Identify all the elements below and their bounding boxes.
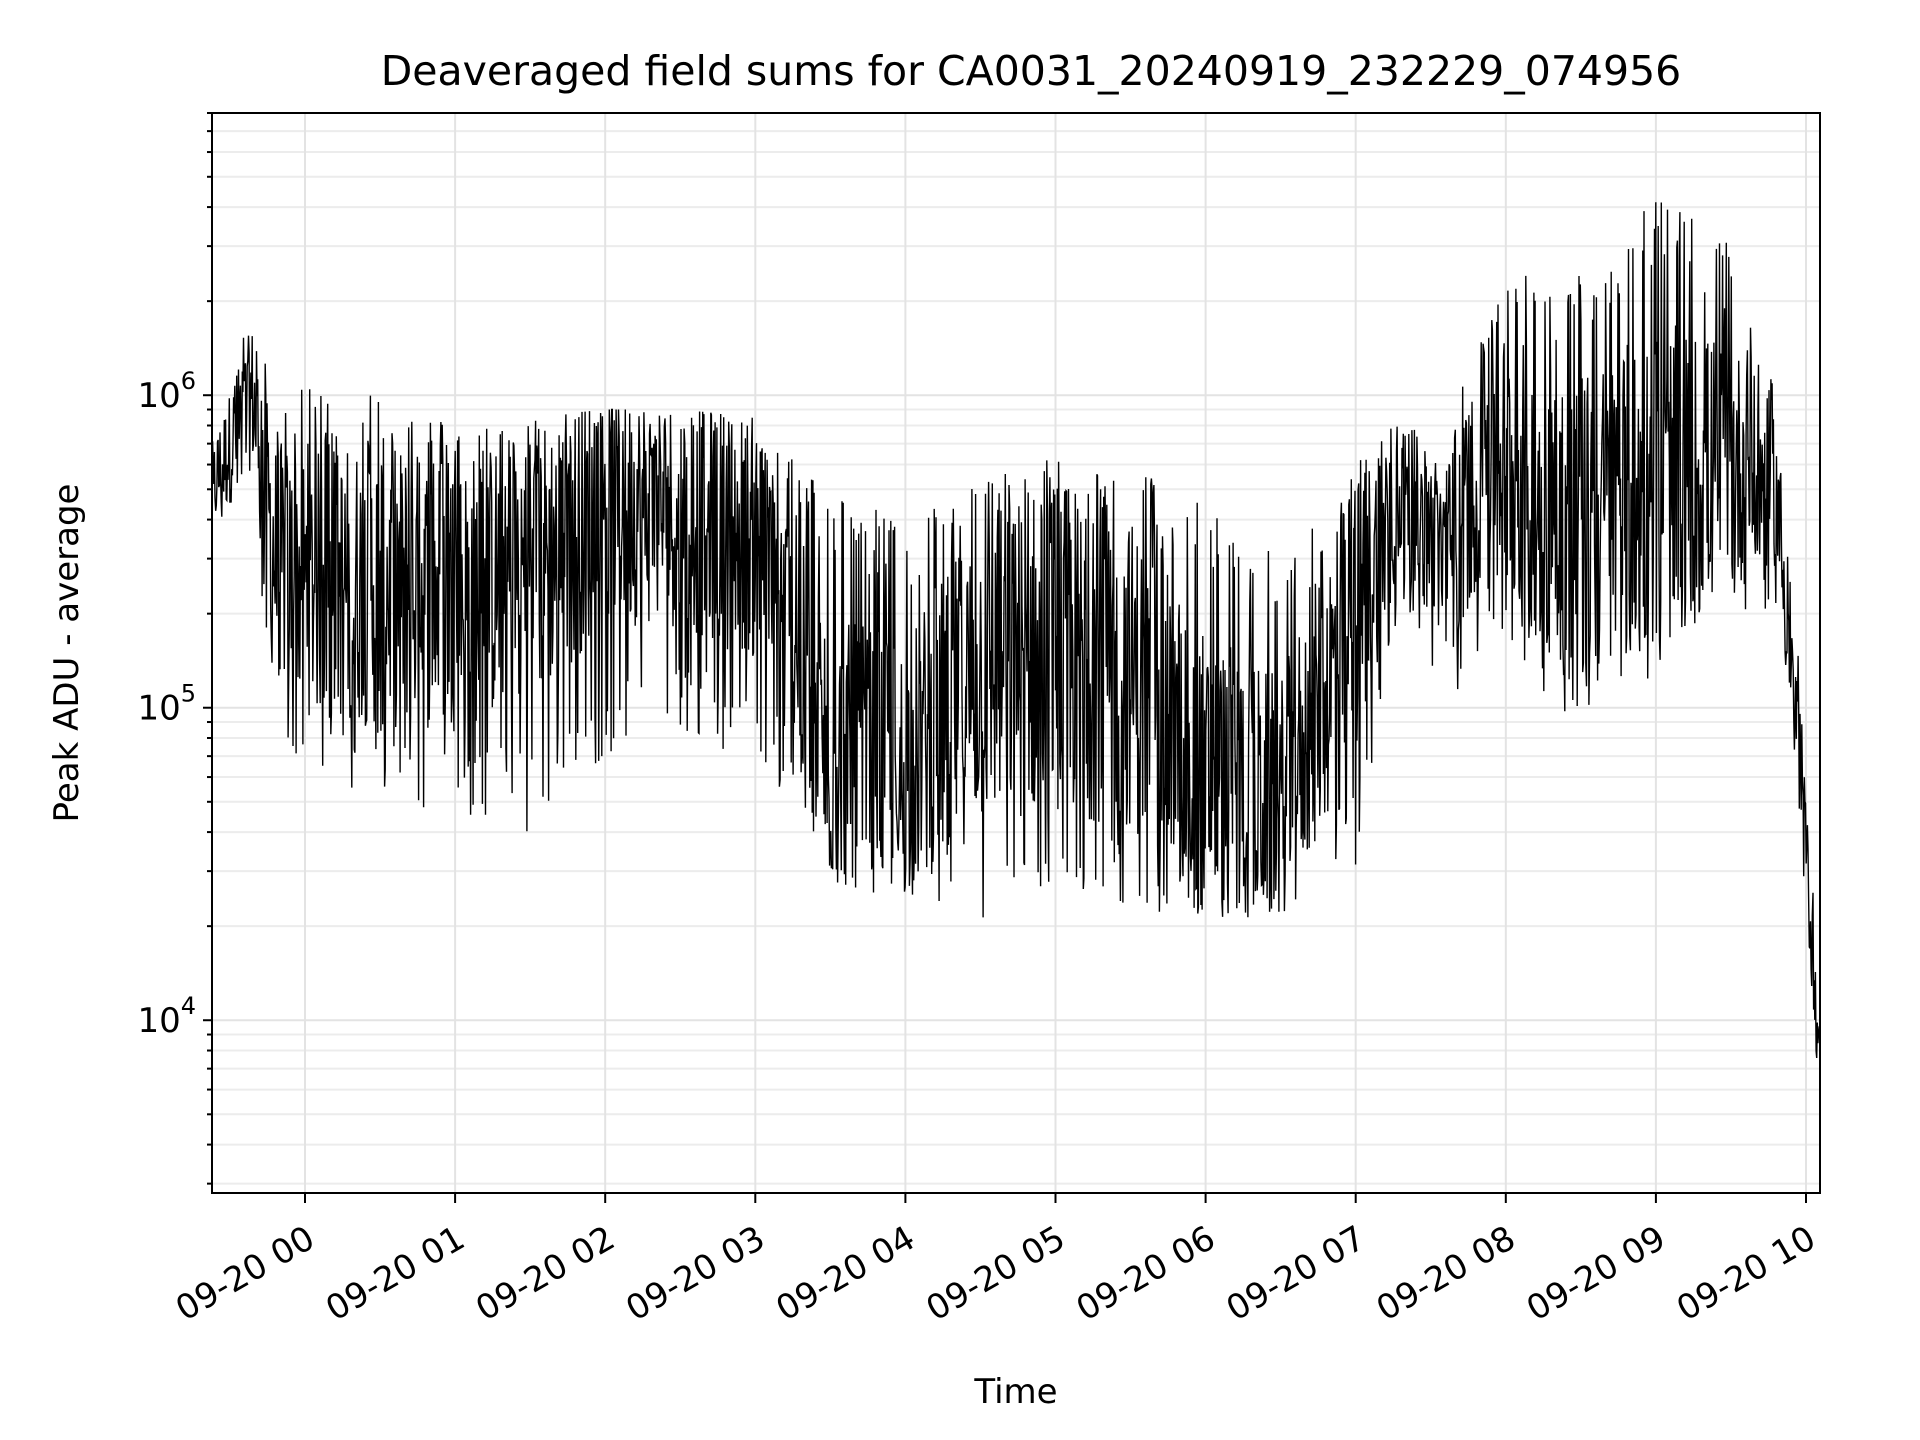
chart-title: Deaveraged field sums for CA0031_2024091… bbox=[381, 47, 1682, 95]
plot-frame bbox=[211, 112, 1821, 1194]
y-axis-label: Peak ADU - average bbox=[47, 484, 87, 823]
x-tick-label: 09-20 02 bbox=[469, 1218, 621, 1329]
y-tick-label: 104 bbox=[137, 992, 196, 1041]
x-tick-label: 09-20 01 bbox=[319, 1218, 471, 1329]
x-tick-label: 09-20 07 bbox=[1220, 1218, 1372, 1329]
x-tick-label: 09-20 03 bbox=[619, 1218, 771, 1329]
series-line bbox=[211, 202, 1821, 1059]
x-tick-label: 09-20 04 bbox=[770, 1218, 922, 1329]
y-tick-label: 105 bbox=[137, 680, 196, 729]
y-axis: 104 105 106 bbox=[137, 112, 212, 1185]
x-tick-label: 09-20 10 bbox=[1670, 1218, 1822, 1329]
y-tick-label: 106 bbox=[137, 367, 196, 416]
x-tick-label: 09-20 00 bbox=[169, 1218, 321, 1329]
x-axis-label: Time bbox=[973, 1372, 1057, 1412]
x-tick-label: 09-20 06 bbox=[1070, 1218, 1222, 1329]
x-tick-label: 09-20 05 bbox=[920, 1218, 1072, 1329]
x-tick-label: 09-20 09 bbox=[1520, 1218, 1672, 1329]
x-tick-label: 09-20 08 bbox=[1370, 1218, 1522, 1329]
